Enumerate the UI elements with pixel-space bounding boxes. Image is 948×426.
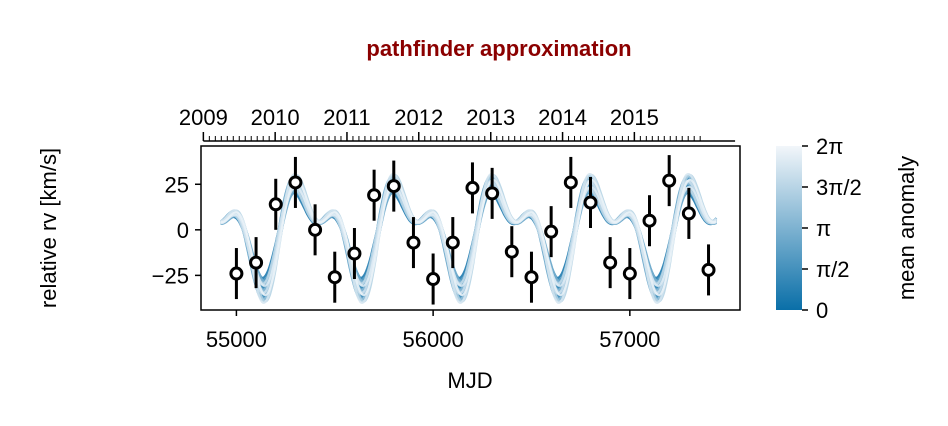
data-point bbox=[485, 186, 500, 201]
x-tick-label: 56000 bbox=[403, 327, 464, 352]
data-point bbox=[465, 180, 480, 195]
x-axis-label: MJD bbox=[447, 368, 492, 393]
data-point bbox=[249, 255, 264, 270]
top-year-label: 2013 bbox=[466, 105, 515, 130]
colorbar-ticks: 0 π/2 π 3π/2 2π bbox=[802, 134, 862, 323]
data-point bbox=[622, 266, 637, 281]
model-curve bbox=[220, 178, 717, 297]
data-point bbox=[642, 213, 657, 228]
data-point bbox=[662, 173, 677, 188]
colorbar-tick-label: π bbox=[816, 216, 831, 241]
data-point bbox=[701, 262, 716, 277]
colorbar-tick-label: 3π/2 bbox=[816, 175, 862, 200]
top-year-label: 2015 bbox=[610, 105, 659, 130]
model-curve bbox=[220, 185, 717, 287]
colorbar-tick-label: 0 bbox=[816, 298, 828, 323]
y-tick-label: 25 bbox=[165, 172, 189, 197]
data-point bbox=[544, 224, 559, 239]
data-point bbox=[229, 266, 244, 281]
data-point bbox=[308, 222, 323, 237]
y-tick-label: 0 bbox=[177, 218, 189, 243]
colorbar-label: mean anomaly bbox=[894, 156, 919, 300]
data-point bbox=[288, 175, 303, 190]
colorbar bbox=[776, 146, 802, 310]
top-year-label: 2014 bbox=[538, 105, 587, 130]
data-point bbox=[445, 235, 460, 250]
data-point bbox=[504, 244, 519, 259]
data-point bbox=[268, 197, 283, 212]
data-point bbox=[603, 255, 618, 270]
data-point bbox=[426, 272, 441, 287]
x-tick-label: 57000 bbox=[599, 327, 660, 352]
top-year-axis: 2009 2010 2011 2012 2013 2014 2015 bbox=[179, 105, 736, 142]
data-point bbox=[327, 270, 342, 285]
model-curves bbox=[220, 173, 718, 305]
top-year-label: 2012 bbox=[394, 105, 443, 130]
data-point bbox=[386, 179, 401, 194]
y-axis-label: relative rv [km/s] bbox=[36, 148, 61, 308]
y-axis: −25 0 25 bbox=[152, 172, 201, 288]
model-curve bbox=[220, 186, 718, 286]
colorbar-tick-label: 2π bbox=[816, 134, 843, 159]
data-points bbox=[229, 155, 716, 305]
data-point bbox=[347, 246, 362, 261]
data-point bbox=[367, 188, 382, 203]
top-year-label: 2010 bbox=[251, 105, 300, 130]
x-tick-label: 55000 bbox=[206, 327, 267, 352]
top-year-label: 2011 bbox=[323, 105, 370, 130]
top-year-label: 2009 bbox=[179, 105, 228, 130]
data-point bbox=[681, 206, 696, 221]
x-axis: 55000 56000 57000 bbox=[206, 310, 660, 352]
data-point bbox=[406, 235, 421, 250]
chart-title: pathfinder approximation bbox=[366, 36, 631, 61]
data-point bbox=[524, 270, 539, 285]
data-point bbox=[583, 195, 598, 210]
plot-frame bbox=[200, 145, 741, 311]
data-point bbox=[563, 175, 578, 190]
colorbar-tick-label: π/2 bbox=[816, 257, 850, 282]
y-tick-label: −25 bbox=[152, 263, 189, 288]
